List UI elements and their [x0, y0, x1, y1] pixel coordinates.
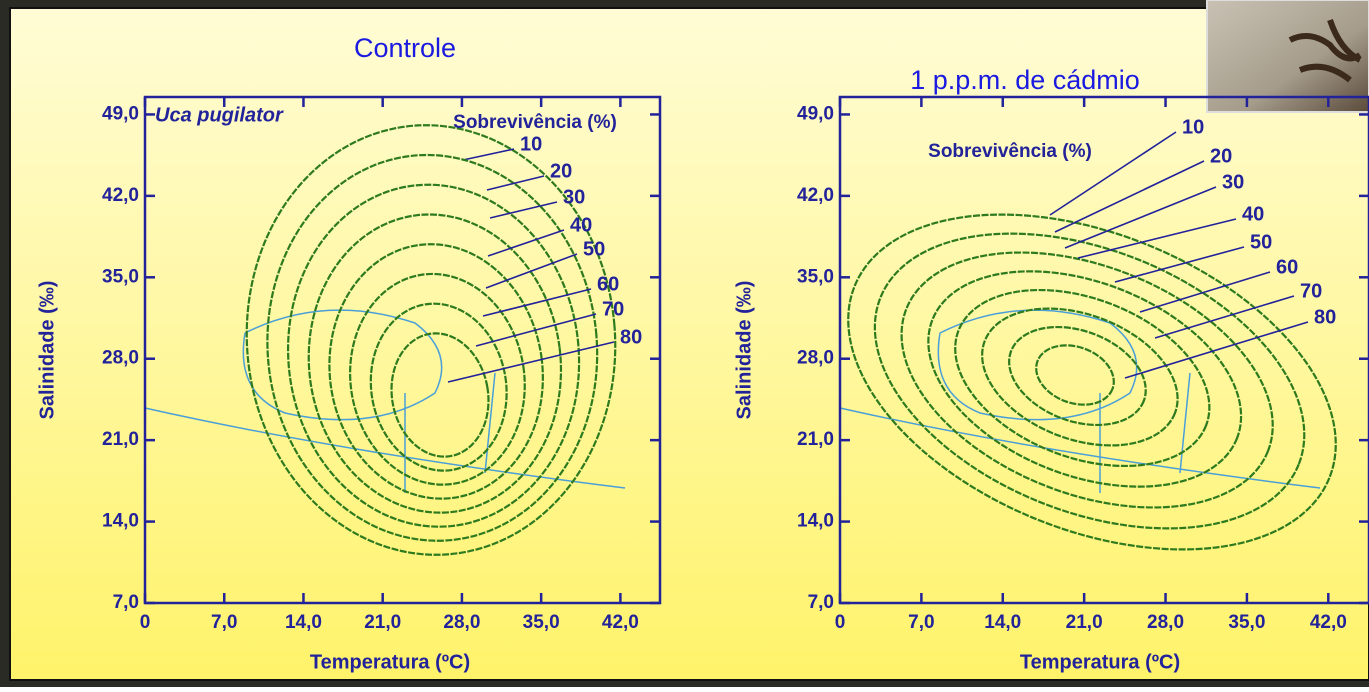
contour-label: 40	[1242, 203, 1264, 225]
legend-title: Sobrevivência (%)	[928, 141, 1092, 162]
leader-line	[1124, 321, 1309, 379]
contour-label: 80	[1314, 306, 1336, 328]
contour-label: 60	[597, 273, 619, 295]
contour	[900, 251, 1274, 509]
leader-line	[1064, 186, 1217, 249]
contour	[981, 307, 1179, 447]
x-tick-label: 35,0	[1228, 612, 1265, 633]
contour	[1035, 344, 1115, 406]
leader-line	[1154, 295, 1295, 339]
leader-line	[1054, 160, 1205, 233]
x-tick-label: 21,0	[1066, 612, 1103, 633]
contour-label: 30	[563, 186, 585, 208]
leader-line	[1049, 131, 1177, 216]
contour	[927, 270, 1243, 488]
x-tick-label: 21,0	[364, 612, 401, 633]
background	[9, 7, 1369, 681]
contour-label: 20	[1210, 145, 1232, 167]
leader-line	[482, 288, 592, 317]
x-tick-label: 0	[140, 612, 151, 633]
y-tick-label: 28,0	[102, 348, 139, 369]
leader-line	[475, 313, 597, 347]
crab-sketch	[937, 309, 1191, 493]
contour-label: 50	[583, 238, 605, 260]
y-axis-label: Salinidade (‰)	[733, 281, 755, 420]
y-tick-label: 42,0	[102, 185, 139, 206]
y-axis-label: Salinidade (‰)	[36, 281, 58, 420]
photo-crab	[1288, 19, 1362, 83]
contour	[390, 332, 490, 458]
leader-line	[487, 229, 565, 257]
leader-line	[489, 201, 558, 219]
x-tick-label: 35,0	[523, 612, 560, 633]
contour	[266, 153, 599, 542]
contour	[1008, 325, 1147, 427]
x-tick-label: 7,0	[908, 612, 934, 633]
contour	[307, 213, 563, 514]
contour-label: 60	[1276, 256, 1298, 278]
x-tick-label: 0	[835, 612, 846, 633]
contour-label: 70	[1300, 280, 1322, 302]
leader-line	[1077, 218, 1237, 259]
x-tick-label: 28,0	[443, 612, 480, 633]
contour-label: 40	[570, 214, 592, 236]
contour-label: 10	[520, 133, 542, 155]
contour-label: 30	[1222, 171, 1244, 193]
contour-label: 10	[1182, 116, 1204, 138]
contour	[847, 213, 1337, 551]
y-tick-label: 14,0	[797, 511, 834, 532]
contour-label: 70	[602, 298, 624, 320]
contour	[286, 183, 581, 528]
x-axis-label: Temperatura (ºC)	[310, 651, 470, 673]
crab-sketch	[144, 407, 626, 489]
contour	[369, 302, 508, 472]
crab-sketch	[839, 407, 1321, 489]
y-tick-label: 35,0	[102, 266, 139, 287]
contour	[954, 288, 1211, 468]
x-tick-label: 42,0	[602, 612, 639, 633]
contour-label: 20	[550, 160, 572, 182]
contour	[349, 272, 526, 486]
plot-frame	[838, 95, 1369, 605]
leader-line	[462, 148, 515, 161]
y-tick-label: 7,0	[113, 592, 139, 613]
contour	[245, 124, 617, 556]
contour	[328, 243, 544, 500]
x-axis-label: Temperatura (ºC)	[1020, 651, 1180, 673]
y-tick-label: 21,0	[102, 429, 139, 450]
y-tick-label: 35,0	[797, 266, 834, 287]
leader-line	[1114, 246, 1245, 283]
contour-label: 50	[1250, 231, 1272, 253]
chart-title: 1 p.p.m. de cádmio	[910, 65, 1140, 95]
x-tick-label: 14,0	[285, 612, 322, 633]
x-tick-label: 7,0	[211, 612, 237, 633]
leader-line	[485, 253, 578, 289]
y-tick-label: 49,0	[797, 103, 834, 124]
chart-title: Controle	[354, 33, 456, 63]
y-tick-label: 28,0	[797, 348, 834, 369]
species-label: Uca pugilator	[155, 104, 284, 126]
plot-frame	[143, 95, 662, 605]
y-tick-label: 49,0	[102, 103, 139, 124]
leader-line	[486, 175, 545, 191]
leader-line	[1139, 271, 1271, 313]
y-tick-label: 21,0	[797, 429, 834, 450]
contour-label: 80	[620, 326, 642, 348]
y-tick-label: 7,0	[808, 592, 834, 613]
x-tick-label: 14,0	[984, 612, 1021, 633]
leader-line	[447, 341, 615, 383]
y-tick-label: 14,0	[102, 511, 139, 532]
crab-sketch	[242, 309, 496, 493]
y-tick-label: 42,0	[797, 185, 834, 206]
x-tick-label: 28,0	[1147, 612, 1184, 633]
legend-title: Sobrevivência (%)	[453, 112, 617, 133]
x-tick-label: 42,0	[1310, 612, 1347, 633]
